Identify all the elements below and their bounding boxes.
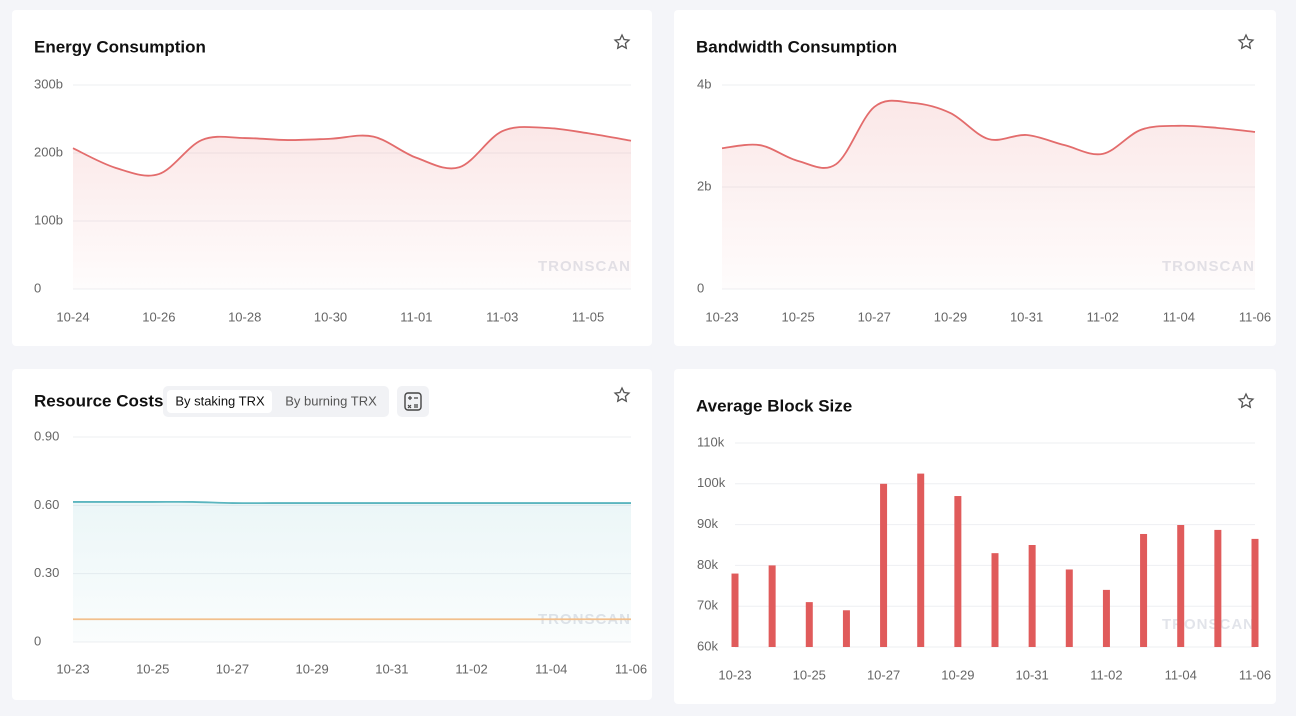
bar: [917, 473, 925, 647]
x-tick-label: 11-06: [615, 661, 647, 676]
y-tick-label: 200b: [34, 144, 63, 159]
y-tick-label: 100k: [697, 475, 726, 490]
bar: [1065, 569, 1073, 647]
x-tick-label: 11-04: [1163, 309, 1195, 324]
x-tick-label: 10-27: [216, 661, 249, 676]
y-tick-label: 110k: [697, 434, 725, 449]
y-tick-label: 0: [34, 633, 41, 648]
y-tick-label: 0.30: [34, 565, 59, 580]
y-tick-label: 4b: [697, 76, 711, 91]
x-tick-label: 10-28: [228, 309, 261, 324]
x-tick-label: 11-06: [1239, 667, 1271, 682]
x-tick-label: 10-24: [56, 309, 89, 324]
bar: [1140, 533, 1148, 647]
bar: [880, 483, 888, 647]
calculator-button[interactable]: [397, 386, 429, 417]
watermark: TRONSCAN: [1162, 616, 1255, 633]
x-tick-label: 10-23: [56, 661, 89, 676]
y-tick-label: 90k: [697, 516, 718, 531]
card: [674, 369, 1276, 704]
bar: [842, 610, 850, 647]
x-tick-label: 10-25: [782, 309, 815, 324]
y-tick-label: 0.60: [34, 497, 59, 512]
toggle-staking[interactable]: By staking TRX: [175, 393, 265, 408]
line: [72, 126, 632, 177]
x-tick-label: 10-25: [793, 667, 826, 682]
x-tick-label: 10-26: [142, 309, 175, 324]
y-tick-label: 70k: [697, 598, 718, 613]
y-tick-label: 0.90: [34, 428, 59, 443]
y-tick-label: 80k: [697, 557, 718, 572]
bar: [768, 565, 776, 647]
x-tick-label: 11-06: [1239, 309, 1271, 324]
x-tick-label: 10-23: [718, 667, 751, 682]
x-tick-label: 10-30: [314, 309, 347, 324]
x-tick-label: 10-29: [296, 661, 329, 676]
x-tick-label: 10-29: [941, 667, 974, 682]
x-tick-label: 10-31: [1016, 667, 1049, 682]
y-tick-label: 2b: [697, 178, 711, 193]
bar: [1177, 525, 1185, 647]
toggle-active[interactable]: [167, 390, 272, 413]
y-tick-label: 0: [697, 280, 704, 295]
x-tick-label: 10-31: [1010, 309, 1043, 324]
y-tick-label: 300b: [34, 76, 63, 91]
x-tick-label: 11-02: [1087, 309, 1119, 324]
bar: [991, 553, 999, 647]
toggle-burning[interactable]: By burning TRX: [285, 393, 377, 408]
chart-title: Average Block Size: [696, 396, 852, 415]
x-tick-label: 11-04: [535, 661, 567, 676]
x-tick-label: 11-03: [486, 309, 518, 324]
bar: [731, 573, 739, 647]
bar: [1251, 538, 1259, 647]
bar: [1214, 529, 1222, 647]
y-tick-label: 60k: [697, 638, 718, 653]
bar: [1028, 545, 1036, 647]
x-tick-label: 10-27: [867, 667, 900, 682]
chart-title: Resource Costs: [34, 391, 163, 410]
x-tick-label: 10-31: [375, 661, 408, 676]
x-tick-label: 11-02: [1090, 667, 1122, 682]
bar: [954, 496, 962, 647]
x-tick-label: 10-23: [705, 309, 738, 324]
chart-title: Energy Consumption: [34, 37, 206, 56]
bar: [1102, 589, 1110, 647]
x-tick-label: 11-02: [455, 661, 487, 676]
chart-title: Bandwidth Consumption: [696, 37, 897, 56]
area-fill: [722, 100, 1255, 289]
y-tick-label: 100b: [34, 212, 63, 227]
line: [721, 99, 1256, 169]
x-tick-label: 11-04: [1165, 667, 1197, 682]
x-tick-label: 10-29: [934, 309, 967, 324]
area-fill: [73, 501, 631, 642]
star-icons[interactable]: [613, 33, 1255, 409]
x-tick-label: 11-01: [400, 309, 432, 324]
y-tick-label: 0: [34, 280, 41, 295]
area-fill: [73, 126, 631, 289]
x-tick-label: 10-27: [858, 309, 891, 324]
line: [73, 500, 631, 505]
x-tick-label: 10-25: [136, 661, 169, 676]
bar: [805, 602, 813, 647]
x-tick-label: 11-05: [572, 309, 604, 324]
